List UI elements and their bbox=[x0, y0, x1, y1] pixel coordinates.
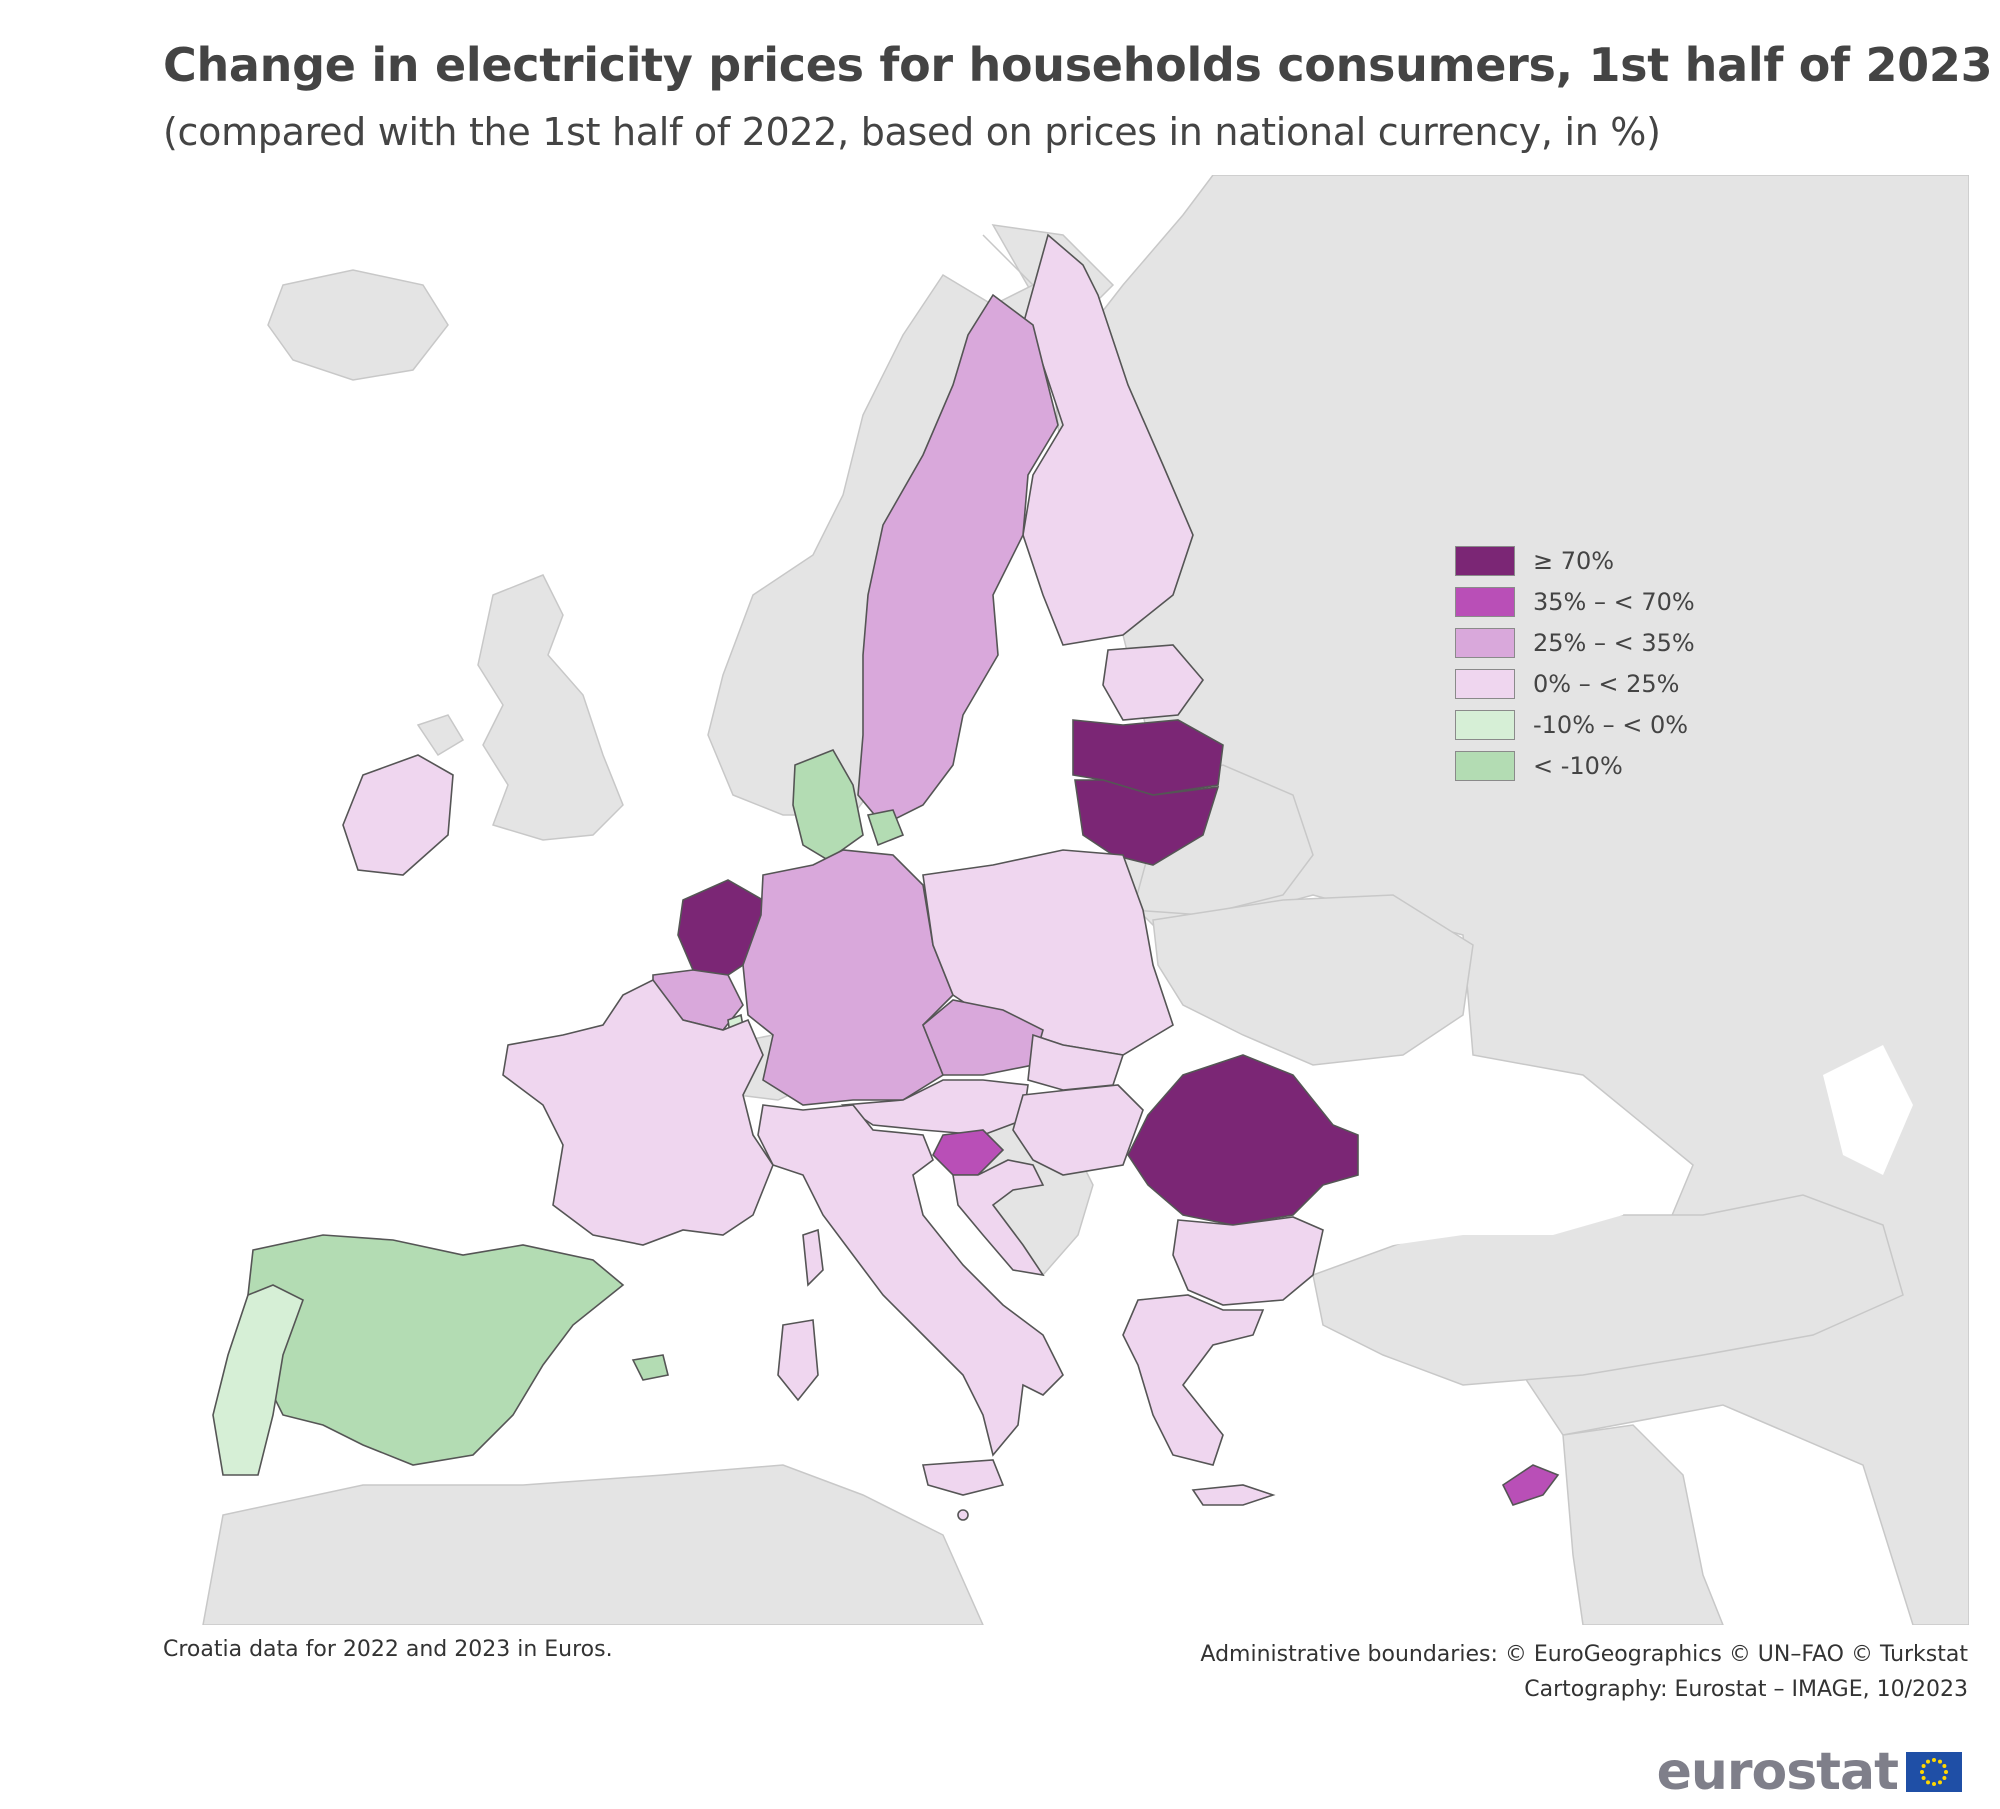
country-finland bbox=[1022, 233, 1194, 646]
country-france-corsica bbox=[802, 1228, 824, 1287]
country-denmark-islands bbox=[866, 809, 905, 847]
legend-swatch bbox=[1455, 627, 1515, 658]
country-latvia bbox=[1072, 719, 1224, 796]
legend-label: < -10% bbox=[1533, 751, 1623, 780]
credits: Administrative boundaries: © EuroGeograp… bbox=[1200, 1637, 1968, 1707]
country-ireland bbox=[342, 754, 454, 876]
country-lithuania bbox=[1074, 779, 1220, 866]
legend-swatch bbox=[1455, 586, 1515, 617]
eurostat-logo: eurostat bbox=[1657, 1742, 1962, 1802]
country-italy-sicily bbox=[921, 1459, 1005, 1496]
legend-swatch bbox=[1455, 750, 1515, 781]
eu-flag-icon bbox=[1906, 1752, 1962, 1792]
legend-swatch bbox=[1455, 668, 1515, 699]
map-legend: ≥ 70% 35% – < 70% 25% – < 35% 0% – < 25%… bbox=[1455, 540, 1695, 786]
country-estonia bbox=[1102, 644, 1205, 721]
legend-item: < -10% bbox=[1455, 745, 1695, 786]
choropleth-map bbox=[163, 175, 1969, 1625]
country-croatia bbox=[952, 1159, 1045, 1277]
legend-label: ≥ 70% bbox=[1533, 546, 1615, 575]
country-poland bbox=[922, 849, 1174, 1056]
caspian-sea bbox=[1823, 1045, 1913, 1175]
country-greece-crete bbox=[1191, 1484, 1276, 1506]
legend-item: -10% – < 0% bbox=[1455, 704, 1695, 745]
legend-label: 0% – < 25% bbox=[1533, 669, 1680, 698]
legend-swatch bbox=[1455, 545, 1515, 576]
country-italy bbox=[757, 1104, 1064, 1457]
legend-label: 25% – < 35% bbox=[1533, 628, 1695, 657]
united-kingdom bbox=[477, 574, 624, 841]
credits-boundaries: Administrative boundaries: © EuroGeograp… bbox=[1200, 1642, 1968, 1667]
country-denmark bbox=[792, 749, 864, 861]
non-eu-land bbox=[202, 175, 1969, 1625]
legend-label: -10% – < 0% bbox=[1533, 710, 1689, 739]
country-france bbox=[502, 978, 774, 1246]
country-italy-sardinia bbox=[777, 1319, 819, 1402]
country-germany bbox=[742, 849, 954, 1106]
map-title: Change in electricity prices for househo… bbox=[163, 38, 1993, 92]
country-malta bbox=[957, 1509, 969, 1521]
country-romania bbox=[1127, 1054, 1359, 1226]
black-sea bbox=[1338, 1085, 1643, 1245]
legend-item: 0% – < 25% bbox=[1455, 663, 1695, 704]
country-sweden bbox=[857, 293, 1059, 826]
credits-cartography: Cartography: Eurostat – IMAGE, 10/2023 bbox=[1524, 1677, 1968, 1702]
logo-text: eurostat bbox=[1656, 1742, 1899, 1802]
legend-swatch bbox=[1455, 709, 1515, 740]
country-greece bbox=[1122, 1294, 1265, 1466]
eu-countries bbox=[212, 233, 1560, 1521]
middle-east bbox=[1562, 1424, 1724, 1625]
country-bulgaria bbox=[1172, 1216, 1324, 1306]
northern-ireland bbox=[416, 714, 465, 757]
footnote: Croatia data for 2022 and 2023 in Euros. bbox=[163, 1637, 613, 1662]
legend-label: 35% – < 70% bbox=[1533, 587, 1695, 616]
north-africa bbox=[202, 1464, 984, 1625]
legend-item: ≥ 70% bbox=[1455, 540, 1695, 581]
map-subtitle: (compared with the 1st half of 2022, bas… bbox=[163, 110, 1661, 154]
iceland bbox=[267, 269, 449, 381]
legend-item: 35% – < 70% bbox=[1455, 581, 1695, 622]
country-spain-balearic bbox=[631, 1354, 669, 1381]
ukraine bbox=[1152, 894, 1474, 1066]
country-cyprus bbox=[1501, 1464, 1560, 1506]
country-hungary bbox=[1012, 1084, 1144, 1176]
legend-item: 25% – < 35% bbox=[1455, 622, 1695, 663]
country-portugal bbox=[212, 1284, 304, 1476]
